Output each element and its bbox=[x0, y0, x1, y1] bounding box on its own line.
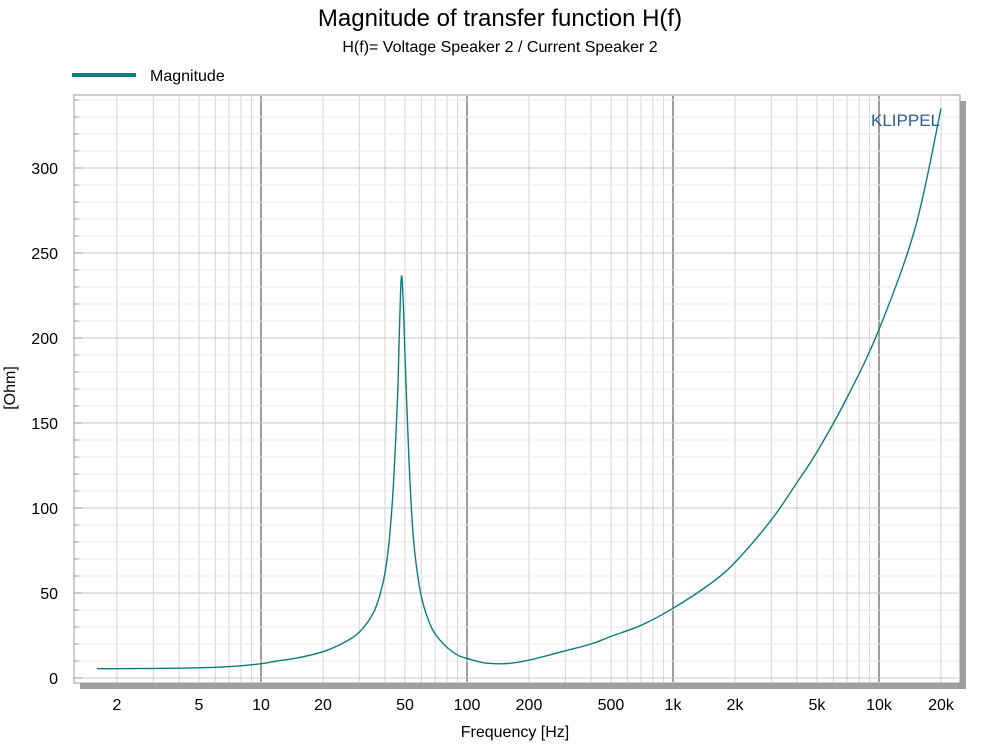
x-tick-label: 2k bbox=[727, 697, 745, 714]
y-tick-label: 200 bbox=[31, 331, 58, 348]
x-tick-label: 2 bbox=[113, 697, 122, 714]
x-tick-label: 5k bbox=[809, 697, 827, 714]
axis-ticks: 0 50 100 150 200 250 300 2 5 10 20 50 100 200 500 1k 2k 5… bbox=[31, 99, 955, 714]
x-tick-label: 100 bbox=[454, 697, 481, 714]
legend: Magnitude bbox=[72, 68, 225, 85]
series-line-magnitude bbox=[97, 108, 942, 670]
x-tick-label: 500 bbox=[598, 697, 625, 714]
y-tick-label: 100 bbox=[31, 501, 58, 518]
y-tick-label: 250 bbox=[31, 246, 58, 263]
klippel-watermark: KLIPPEL bbox=[871, 111, 940, 130]
y-axis-label: [Ohm] bbox=[2, 366, 19, 410]
x-tick-label: 10k bbox=[866, 697, 893, 714]
y-tick-label: 150 bbox=[31, 416, 58, 433]
x-tick-label: 200 bbox=[516, 697, 543, 714]
x-tick-label: 50 bbox=[396, 697, 414, 714]
y-tick-label: 300 bbox=[31, 161, 58, 178]
series-layer bbox=[97, 108, 942, 670]
x-tick-label: 5 bbox=[195, 697, 204, 714]
x-tick-label: 20 bbox=[314, 697, 332, 714]
x-tick-label: 20k bbox=[928, 697, 955, 714]
x-axis-label: Frequency [Hz] bbox=[461, 724, 569, 741]
chart-title: Magnitude of transfer function H(f) bbox=[318, 5, 682, 32]
y-tick-label: 0 bbox=[49, 671, 58, 688]
chart-subtitle: H(f)= Voltage Speaker 2 / Current Speake… bbox=[342, 39, 657, 56]
x-tick-label: 10 bbox=[252, 697, 270, 714]
legend-label: Magnitude bbox=[150, 68, 225, 85]
grid bbox=[75, 96, 959, 682]
y-tick-label: 50 bbox=[40, 586, 58, 603]
x-tick-label: 1k bbox=[665, 697, 683, 714]
